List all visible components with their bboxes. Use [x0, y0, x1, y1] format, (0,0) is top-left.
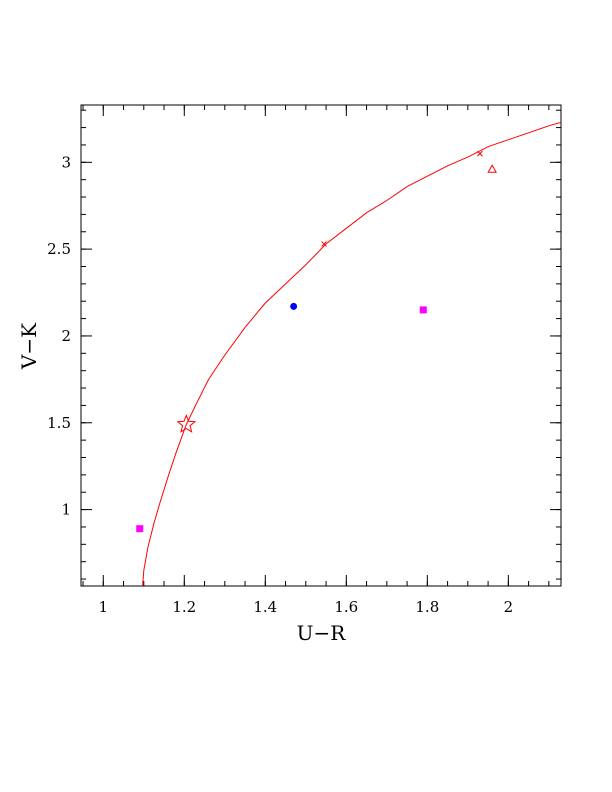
triangle-point — [487, 164, 498, 173]
y-axis-label: V−K — [17, 322, 41, 370]
plot-frame — [80, 104, 562, 587]
fit-curve — [142, 121, 561, 586]
square-point — [136, 525, 144, 533]
star-point — [176, 414, 197, 433]
x-tick-label: 2 — [504, 598, 514, 616]
axis-ticks — [81, 105, 561, 586]
cross-point — [321, 241, 327, 247]
data-series — [136, 121, 561, 586]
x-axis-label: U−R — [297, 621, 347, 645]
y-tick-label: 2 — [61, 327, 71, 345]
circle-point — [290, 302, 298, 310]
x-tick-labels: 1 1.2 1.4 1.6 1.8 2 — [99, 598, 514, 616]
x-tick-label: 1 — [99, 598, 109, 616]
y-tick-label: 1.5 — [47, 414, 71, 432]
x-tick-label: 1.8 — [415, 598, 439, 616]
x-tick-label: 1.2 — [172, 598, 196, 616]
y-tick-label: 2.5 — [47, 240, 71, 258]
cross-point — [477, 150, 483, 157]
x-tick-label: 1.4 — [253, 598, 277, 616]
y-tick-labels: 1 1.5 2 2.5 3 — [47, 153, 71, 518]
square-point — [419, 306, 427, 314]
y-tick-label: 1 — [61, 501, 71, 519]
y-tick-label: 3 — [61, 153, 71, 171]
x-tick-label: 1.6 — [334, 598, 358, 616]
